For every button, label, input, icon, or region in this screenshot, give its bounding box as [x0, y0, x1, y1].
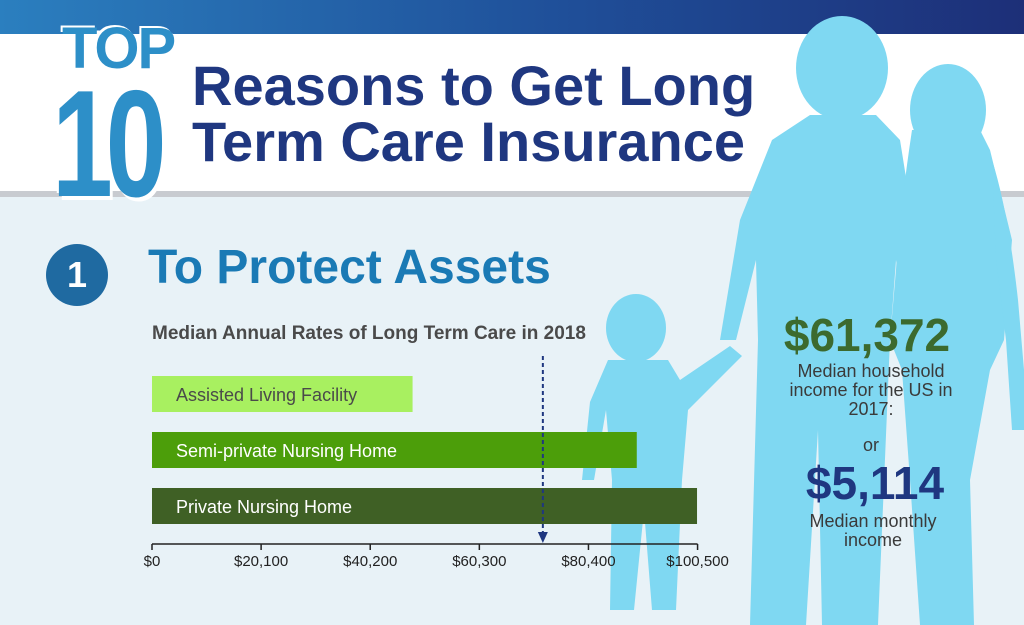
chart-bar	[152, 376, 413, 412]
ten-word: 10	[52, 59, 167, 229]
page-title-line-2: Term Care Insurance	[192, 110, 745, 173]
chart-bar	[152, 432, 637, 468]
top-word: TOP	[62, 16, 176, 81]
or-label: or	[862, 435, 879, 455]
section-number-badge: 1	[46, 244, 108, 306]
household-income-amount: $61,372	[783, 309, 951, 361]
header-divider	[0, 191, 1024, 197]
chart-reference-arrow	[537, 532, 548, 543]
monthly-income-label: Median monthly income	[809, 511, 937, 550]
bar-chart: Assisted Living Facility Semi-private Nur…	[144, 356, 729, 570]
section-title: To Protect Assets	[148, 241, 551, 294]
chart-bar-label: Assisted Living Facility	[176, 385, 357, 405]
chart-bar	[152, 488, 698, 524]
chart-bar-label: Private Nursing Home	[176, 497, 352, 517]
chart-x-tick-label: $60,300	[452, 553, 506, 570]
chart-bar-label: Semi-private Nursing Home	[176, 441, 397, 461]
chart-x-tick-label: $80,400	[561, 553, 615, 570]
monthly-income-amount: $5,114	[805, 457, 945, 509]
chart-title: Median Annual Rates of Long Term Care in…	[152, 323, 586, 344]
chart-x-tick-label: $40,200	[343, 553, 397, 570]
chart-x-tick-label: $0	[144, 553, 161, 570]
page-title: Reasons to Get Long Term Care Insurance	[192, 58, 852, 170]
chart-x-tick-label: $100,500	[666, 553, 729, 570]
chart-x-tick-label: $20,100	[234, 553, 288, 570]
household-income-label: Median household income for the US in 20…	[789, 361, 953, 419]
page-title-line-1: Reasons to Get Long	[192, 54, 756, 117]
family-silhouette-icon	[582, 16, 1024, 625]
